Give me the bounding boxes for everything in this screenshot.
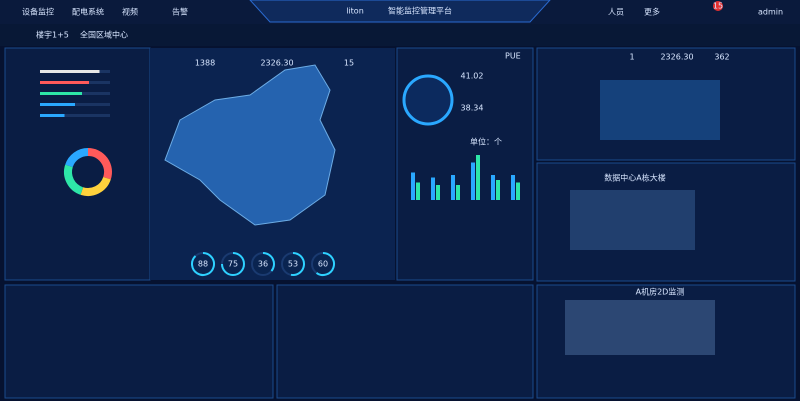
ring-arc [315,252,335,276]
ring-value: 60 [318,260,328,269]
donut-segment [87,148,112,180]
bar [511,175,515,200]
ring-arc [221,252,245,276]
bar [40,92,82,95]
toolbar [0,24,800,46]
left-panel [4,47,151,281]
bar [411,172,415,200]
bar [431,177,435,200]
title-frame [249,0,551,23]
bar [436,185,440,200]
ring-value: 53 [288,260,298,269]
pue-reading: 41.02 [461,72,484,81]
campus-image [600,80,720,140]
donut-segment [65,148,89,168]
bar [496,180,500,200]
bar [456,185,460,200]
chart-unit: 单位：个 [470,137,502,147]
bar [40,114,65,117]
user-menu-item[interactable]: 更多 [644,7,660,17]
building-image [570,190,695,250]
bar [40,81,89,84]
bottom-left-panel [4,284,274,399]
bar [40,70,100,73]
bar [451,175,455,200]
ring-value: 36 [258,260,268,269]
badge: 15 [713,2,723,11]
kpi-value: 1388 [195,59,215,68]
nav-item[interactable]: 视频 [122,7,138,17]
stat-value: 362 [714,53,729,62]
bottom-middle-panel [276,284,534,399]
nav-item[interactable]: 配电系统 [72,7,104,17]
building-select[interactable]: 楼宇1+5 [36,30,69,40]
pue-label: PUE [505,52,521,61]
logo: liton [346,7,364,16]
room-image [565,300,715,355]
bar [476,155,480,200]
map-shape [164,64,336,226]
breadcrumb[interactable]: 全国区域中心 [80,30,128,40]
kpi-value: 15 [344,59,354,68]
bar [40,103,75,106]
nav-item[interactable]: 设备监控 [22,7,54,17]
ring-arc [262,252,275,272]
ring-arc [191,252,215,276]
stat-value: 2326.30 [660,53,693,62]
nav-item[interactable]: 告警 [172,7,188,17]
bar [516,182,520,200]
donut-segment [80,176,111,196]
stat-value: 1 [629,53,634,62]
gauge-dial [402,74,454,126]
page-title: 智能监控管理平台 [388,6,452,16]
pue-reading: 38.34 [461,104,484,113]
room-title: A机房2D监测 [636,287,685,297]
bar-track [40,114,110,117]
user-name[interactable]: admin [758,8,783,17]
bar [491,175,495,200]
kpi-value: 2326.30 [260,59,293,68]
bar [416,182,420,200]
donut-segment [64,164,84,195]
building-title: 数据中心A栋大楼 [604,173,665,183]
user-menu-item[interactable]: 人员 [608,8,624,17]
bar [471,162,475,200]
ring-value: 75 [228,260,238,269]
ring-value: 88 [198,260,208,269]
badge-bg [713,1,723,11]
ring-arc [290,252,305,276]
